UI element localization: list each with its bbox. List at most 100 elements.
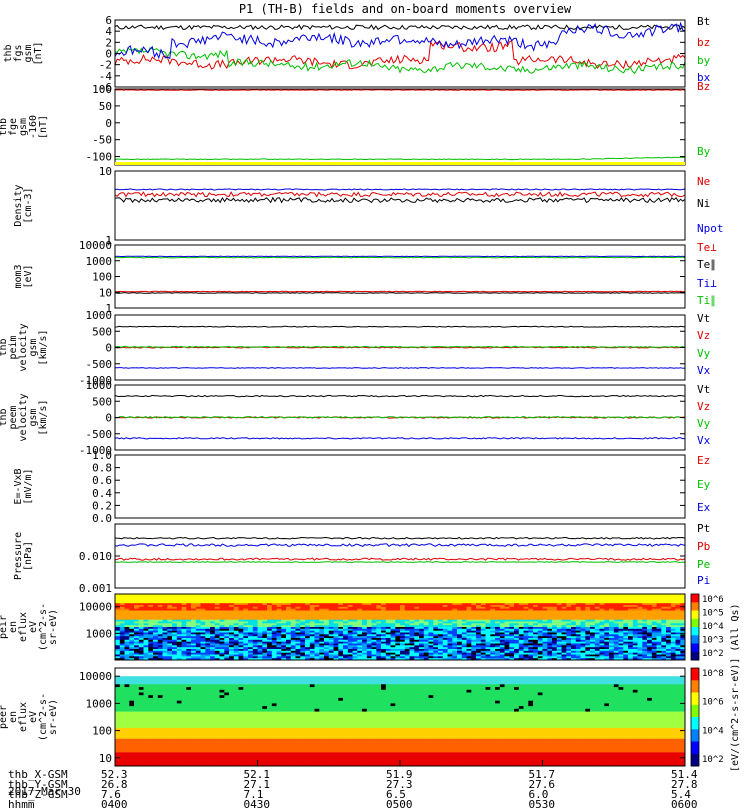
spectrogram-cell: [495, 671, 500, 674]
spectrogram-cell: [652, 629, 657, 631]
spectrogram-cell: [125, 671, 130, 674]
spectrogram-cell: [267, 612, 272, 614]
spectrogram-cell: [410, 601, 415, 603]
spectrogram-cell: [419, 651, 424, 653]
spectrogram-cell: [671, 629, 676, 631]
spectrogram-cell: [381, 601, 386, 603]
y-tick-label: 2: [105, 36, 112, 49]
spectrogram-cell: [243, 623, 248, 625]
spectrogram-cell: [604, 601, 609, 603]
spectrogram-cell: [609, 618, 614, 620]
spectrogram-cell: [272, 651, 277, 653]
spectrogram-cell: [419, 673, 424, 676]
spectrogram-cell: [462, 623, 467, 625]
spectrogram-cell: [448, 618, 453, 620]
spectrogram-cell: [357, 645, 362, 647]
spectrogram-cell: [400, 634, 405, 636]
spectrogram-cell: [300, 640, 305, 642]
colorbar-segment: [691, 619, 699, 628]
spectrogram-cell: [609, 612, 614, 614]
spectrogram-cell: [490, 607, 495, 609]
spectrogram-cell: [590, 612, 595, 614]
spectrogram-cell: [562, 634, 567, 636]
spectrogram-cell: [286, 671, 291, 674]
spectrogram-cell: [647, 656, 652, 658]
spectrogram-cell: [562, 601, 567, 603]
spectrogram-cell: [272, 634, 277, 636]
spectrogram-cell: [557, 618, 562, 620]
spectrogram-cell: [243, 676, 248, 679]
spectrogram-cell: [552, 601, 557, 603]
spectrogram-cell: [604, 618, 609, 620]
spectrogram-cell: [609, 601, 614, 603]
spectrogram-cell: [376, 645, 381, 647]
spectrogram-cell: [395, 629, 400, 631]
spectrogram-cell: [248, 623, 253, 625]
spectrogram-cell: [429, 618, 434, 620]
spectrogram-cell: [262, 645, 267, 647]
spectrogram-cell: [291, 656, 296, 658]
spectrogram-cell: [448, 671, 453, 674]
spectrogram-cell: [153, 634, 158, 636]
panel-frame: [115, 455, 685, 518]
spectrogram-cell: [367, 640, 372, 642]
spectrogram-cell: [419, 634, 424, 636]
spectrogram-cell: [462, 607, 467, 609]
spectrogram-cell: [628, 623, 633, 625]
spectrogram-cell: [239, 629, 244, 631]
spectrogram-cell: [676, 618, 681, 620]
spectrogram-cell: [400, 601, 405, 603]
spectrogram-cell: [153, 601, 158, 603]
spectrogram-cell: [267, 656, 272, 658]
spectrogram-cell: [438, 656, 443, 658]
spectrogram-cell: [205, 671, 210, 674]
spectrogram-cell: [163, 629, 168, 631]
spectrogram-cell: [595, 673, 600, 676]
spectrogram-cell: [224, 618, 229, 620]
spectrogram-cell: [248, 612, 253, 614]
spectrogram-cell: [481, 634, 486, 636]
spectrogram-cell: [462, 601, 467, 603]
panel-10: 10^810^610^410^210000100010010thbpeerene…: [0, 668, 724, 767]
spectrogram-cell: [125, 651, 130, 653]
spectrogram-cell: [462, 640, 467, 642]
spectrogram-cell: [581, 673, 586, 676]
spectrogram-cell: [153, 671, 158, 674]
spectrogram-cell: [329, 673, 334, 676]
y-tick-label: 1000: [86, 379, 113, 392]
spectrogram-cell: [538, 640, 543, 642]
spectrogram-cell: [429, 671, 434, 674]
spectrogram-cell: [457, 607, 462, 609]
legend-entry: Ni: [697, 197, 710, 210]
spectrogram-cell: [186, 645, 191, 647]
series-by: [115, 48, 685, 74]
spectrogram-cell: [191, 673, 196, 676]
spectrogram-cell: [457, 640, 462, 642]
spectrogram-cell: [585, 651, 590, 653]
spectrogram-cell: [205, 601, 210, 603]
y-tick-label: -2: [99, 59, 112, 72]
y-tick-label: 10000: [79, 239, 112, 252]
spectrogram-cell: [234, 676, 239, 679]
spectrogram-cell: [471, 673, 476, 676]
series-lines: [115, 189, 685, 203]
spectrogram-cell: [619, 623, 624, 625]
spectrogram-cell: [177, 634, 182, 636]
spectrogram-cell: [324, 676, 329, 679]
spectrogram-cell: [144, 640, 149, 642]
spectrogram-cell: [205, 634, 210, 636]
spectrogram-cell: [253, 634, 258, 636]
spectrogram-cell: [486, 623, 491, 625]
spectrogram-cell: [543, 634, 548, 636]
spectrogram-cell: [628, 671, 633, 674]
spectrogram-cell: [220, 623, 225, 625]
spectrogram-cell: [628, 656, 633, 658]
spectrogram-cell: [429, 601, 434, 603]
spectrogram-cell: [163, 601, 168, 603]
spectrogram-cell: [424, 612, 429, 614]
spectrogram-cell: [362, 612, 367, 614]
spectrogram-cell: [129, 656, 134, 658]
spectrogram-cell: [286, 612, 291, 614]
spectrogram-cell: [505, 596, 510, 598]
